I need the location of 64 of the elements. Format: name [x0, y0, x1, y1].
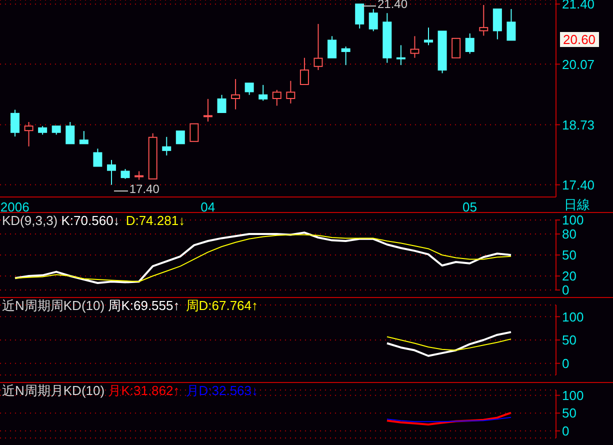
candlestick: [120, 168, 130, 180]
y-tick-label: 20.07: [562, 56, 595, 72]
candlestick: [506, 8, 516, 41]
x-axis-title: 日線: [564, 197, 590, 212]
candlestick: [368, 8, 378, 32]
candlestick: [479, 4, 488, 36]
candlestick: [93, 148, 102, 167]
y-tick-label: 50: [562, 406, 576, 421]
line-series: [386, 331, 512, 357]
y-tick-label: 17.40: [562, 177, 595, 192]
candlestick: [465, 32, 474, 54]
candlestick: [286, 80, 296, 104]
y-tick-label: 100: [562, 388, 584, 403]
candlestick: [300, 57, 309, 85]
text: 月K:31.862↑: [108, 383, 180, 398]
text: 20.60: [560, 32, 599, 48]
text: K:70.560↓: [61, 213, 120, 228]
annotation: 17.40: [129, 182, 160, 196]
line-series: [386, 412, 512, 426]
candlestick: [217, 94, 226, 114]
candlestick: [328, 36, 337, 58]
candlestick: [24, 121, 34, 147]
candlestick: [355, 4, 364, 29]
y-tick-label: 50: [562, 332, 576, 348]
candlestick: [314, 23, 323, 71]
y-tick-label: 21.40: [562, 0, 595, 12]
candlestick: [162, 136, 172, 156]
candlestick: [410, 36, 420, 58]
x-tick-label: 04: [200, 200, 216, 215]
y-tick-label: 0: [562, 282, 570, 298]
candlestick: [106, 159, 116, 186]
text: 周K:69.555↑: [108, 298, 180, 313]
candlestick: [190, 123, 199, 142]
candlestick: [79, 130, 88, 144]
candlestick: [10, 109, 20, 137]
candlestick: [258, 84, 268, 102]
y-tick-label: 0: [562, 356, 570, 371]
y-tick-label: 80: [562, 226, 576, 242]
text: 周D:67.764↑: [186, 298, 258, 313]
candlestick: [176, 130, 185, 144]
candlestick: [272, 89, 282, 106]
chart-title: 近N周期周KD(10): [2, 298, 106, 313]
chart-title: 近N周期月KD(10): [2, 383, 106, 398]
candlestick: [492, 8, 502, 40]
candlestick: [452, 38, 461, 58]
y-tick-label: 20: [562, 268, 576, 284]
candlestick: [396, 44, 406, 66]
y-tick-label: 18.73: [562, 117, 595, 132]
candlestick: [203, 98, 212, 122]
candlestick: [231, 78, 240, 110]
candlestick: [424, 27, 434, 46]
y-tick-label: 50: [562, 248, 576, 263]
x-tick-label: 05: [462, 200, 477, 215]
y-tick-label: 100: [562, 212, 584, 228]
text: D:74.281↓: [126, 213, 186, 228]
x-tick-label: 2006: [0, 200, 30, 215]
candlestick: [244, 82, 254, 96]
y-tick-label: 100: [562, 309, 584, 324]
chart-title: KD(9,3,3): [2, 213, 59, 228]
candlestick: [66, 121, 75, 144]
y-tick-label: 0: [562, 424, 570, 439]
candlestick: [341, 46, 350, 66]
line-series: [386, 336, 512, 351]
text: 月D:32.563↓: [186, 383, 258, 398]
